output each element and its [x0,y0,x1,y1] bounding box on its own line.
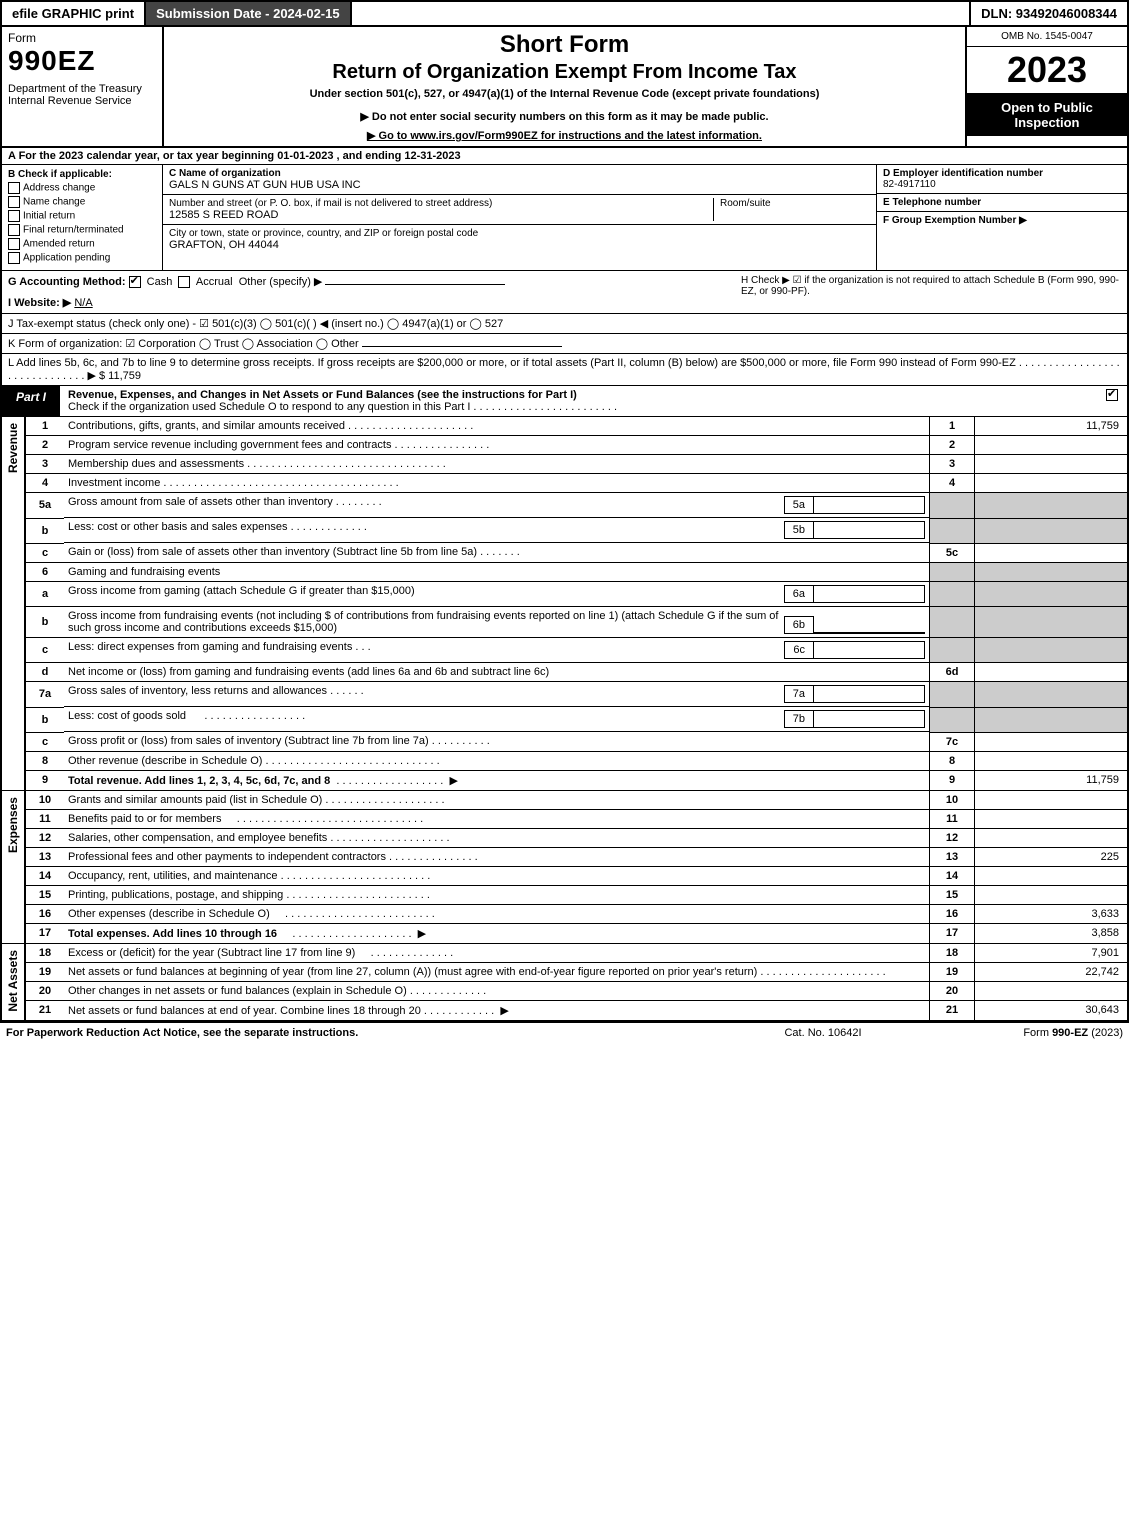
org-street: 12585 S REED ROAD [169,209,713,221]
line1-amt: 11,759 [975,417,1129,436]
line21-amt: 30,643 [975,1000,1129,1021]
efile-tab[interactable]: efile GRAPHIC print [2,2,146,25]
row-gh: G Accounting Method: Cash Accrual Other … [0,271,1129,314]
goto-link[interactable]: ▶ Go to www.irs.gov/Form990EZ for instru… [174,129,955,142]
org-city: GRAFTON, OH 44044 [169,239,870,251]
row-a-period: A For the 2023 calendar year, or tax yea… [0,148,1129,165]
form-word: Form [8,31,156,45]
line13-amt: 225 [975,847,1129,866]
dln: DLN: 93492046008344 [969,2,1127,25]
room-suite: Room/suite [713,198,870,221]
row-bcdef: B Check if applicable: Address change Na… [0,165,1129,271]
row-l: L Add lines 5b, 6c, and 7b to line 9 to … [0,354,1129,386]
omb-number: OMB No. 1545-0047 [967,27,1127,47]
form-header: Form 990EZ Department of the Treasury In… [0,27,1129,148]
top-bar: efile GRAPHIC print Submission Date - 20… [0,0,1129,27]
application-pending-checkbox[interactable] [8,252,20,264]
cash-checkbox[interactable] [129,276,141,288]
website-value: N/A [74,297,92,309]
row-h: H Check ▶ ☑ if the organization is not r… [735,271,1127,313]
open-public: Open to Public Inspection [967,93,1127,136]
form-number: 990EZ [8,45,156,77]
accrual-checkbox[interactable] [178,276,190,288]
revenue-table: 1Contributions, gifts, grants, and simil… [24,417,1129,791]
initial-return-checkbox[interactable] [8,210,20,222]
line16-amt: 3,633 [975,904,1129,923]
expenses-table: 10Grants and similar amounts paid (list … [24,791,1129,944]
name-change-checkbox[interactable] [8,196,20,208]
col-c-org: C Name of organization GALS N GUNS AT GU… [163,165,876,270]
row-j: J Tax-exempt status (check only one) - ☑… [0,314,1129,334]
org-name: GALS N GUNS AT GUN HUB USA INC [169,179,870,191]
ssn-notice: ▶ Do not enter social security numbers o… [174,110,955,123]
address-change-checkbox[interactable] [8,182,20,194]
short-form-title: Short Form [174,31,955,59]
part1-tab: Part I [2,386,60,416]
line18-amt: 7,901 [975,944,1129,963]
schedule-o-checkbox[interactable] [1106,389,1118,401]
line9-amt: 11,759 [975,770,1129,790]
line19-amt: 22,742 [975,962,1129,981]
amended-return-checkbox[interactable] [8,238,20,250]
line17-amt: 3,858 [975,923,1129,943]
col-b-checkboxes: B Check if applicable: Address change Na… [2,165,163,270]
page-footer: For Paperwork Reduction Act Notice, see … [0,1022,1129,1043]
return-title: Return of Organization Exempt From Incom… [174,61,955,84]
under-section: Under section 501(c), 527, or 4947(a)(1)… [174,88,955,100]
expenses-label: Expenses [0,791,24,944]
submission-tab: Submission Date - 2024-02-15 [146,2,352,25]
final-return-checkbox[interactable] [8,224,20,236]
tax-year: 2023 [967,47,1127,93]
col-def: D Employer identification number 82-4917… [876,165,1127,270]
ein-value: 82-4917110 [883,179,1121,190]
part1-header: Part I Revenue, Expenses, and Changes in… [0,386,1129,417]
row-k: K Form of organization: ☑ Corporation ◯ … [0,334,1129,354]
revenue-label: Revenue [0,417,24,791]
netassets-label: Net Assets [0,944,24,1023]
dept-label: Department of the Treasury Internal Reve… [8,83,156,107]
netassets-table: 18Excess or (deficit) for the year (Subt… [24,944,1129,1022]
